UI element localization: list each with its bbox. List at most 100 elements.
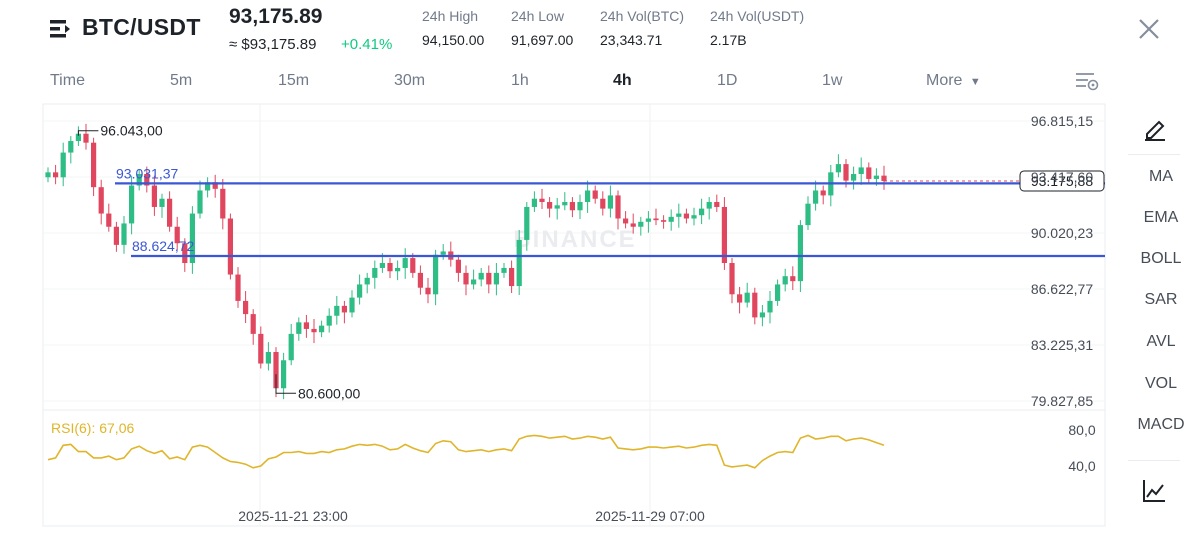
candle-body	[493, 272, 499, 285]
candle-body	[661, 220, 667, 222]
candle-body	[113, 226, 119, 245]
candle-body	[759, 312, 765, 318]
candle-body	[463, 272, 469, 285]
tab-time[interactable]: Time	[50, 72, 85, 89]
close-icon[interactable]	[1136, 16, 1162, 42]
candle-body	[638, 221, 644, 227]
candle-body	[554, 205, 560, 209]
candle-body	[182, 243, 188, 264]
candle-body	[265, 352, 271, 364]
candle-body	[843, 164, 849, 181]
candle-body	[486, 272, 492, 285]
candle-body	[357, 284, 363, 298]
candle-body	[547, 202, 553, 209]
candle-body	[136, 173, 142, 186]
candle-body	[729, 263, 735, 295]
candle-body	[319, 325, 325, 333]
candle-body	[235, 274, 241, 301]
candle-body	[531, 198, 537, 207]
candle-body	[334, 305, 340, 316]
candle-body	[752, 292, 758, 318]
low-marker-label: 80.600,00	[298, 385, 360, 401]
tab-15m[interactable]: 15m	[278, 72, 310, 89]
candle-body	[440, 251, 446, 255]
candle-body	[75, 133, 81, 142]
candle-body	[805, 203, 811, 226]
indicator-ema[interactable]: EMA	[1143, 209, 1179, 226]
tab-1h[interactable]: 1h	[511, 72, 529, 89]
candle-body	[699, 208, 705, 216]
tab-30m[interactable]: 30m	[394, 72, 426, 89]
price-axis-label: 93.417,60	[1031, 169, 1093, 185]
current-price-tag	[1019, 170, 1105, 192]
indicator-vol[interactable]: VOL	[1144, 375, 1177, 392]
candle-body	[881, 175, 887, 181]
indicator-boll[interactable]: BOLL	[1140, 250, 1182, 267]
candle-body	[835, 164, 841, 173]
indicator-ma[interactable]: MA	[1149, 168, 1173, 185]
candle-body	[790, 276, 796, 282]
price-axis: 96.815,15 93.417,60 90.020,23 86.622,77 83.2…	[238, 113, 1093, 524]
candle-body	[106, 213, 112, 227]
candle-body	[326, 315, 332, 326]
stat-value-high: 94,150.00	[422, 32, 485, 48]
pair-title[interactable]: BTC/USDT	[82, 14, 201, 40]
chart-type-icon[interactable]	[1141, 478, 1167, 504]
low-marker-line	[275, 374, 296, 394]
candle-body	[615, 195, 621, 219]
candle-body	[387, 263, 393, 272]
indicator-macd[interactable]: MACD	[1137, 416, 1185, 433]
more-dropdown[interactable]: More ▼	[926, 72, 981, 90]
draw-pencil-icon[interactable]	[1142, 115, 1168, 141]
stat-value-vol-usdt: 2.17B	[710, 32, 747, 48]
candle-body	[174, 226, 180, 244]
caret-down-icon: ▼	[969, 76, 981, 88]
candle-body	[562, 202, 568, 206]
candle-body	[691, 215, 697, 219]
rsi-label: RSI(6): 67,06	[51, 420, 134, 436]
stat-label-high: 24h High	[422, 8, 479, 24]
stat-label-vol-btc: 24h Vol(BTC)	[600, 8, 685, 24]
tab-1d[interactable]: 1D	[717, 72, 738, 89]
candle-body	[569, 202, 575, 211]
candle-body	[296, 322, 302, 334]
candle-body	[281, 360, 287, 389]
chart-frame	[42, 103, 1106, 527]
candle-body	[714, 202, 720, 207]
divider	[1128, 154, 1180, 155]
candle-body	[813, 190, 819, 204]
candle-body	[197, 190, 203, 214]
candle-body	[577, 202, 583, 211]
time-axis-label: 2025-11-29 07:00	[595, 508, 705, 524]
candle-body	[243, 300, 249, 315]
candle-body	[866, 167, 872, 179]
stat-value-low: 91,697.00	[511, 32, 574, 48]
candle-body	[273, 352, 279, 389]
current-price-label: 93.175,88	[1031, 173, 1093, 189]
candle-body	[653, 218, 659, 221]
candle-body	[433, 254, 439, 295]
candle-body	[91, 142, 97, 188]
tab-1w[interactable]: 1w	[822, 72, 843, 89]
candle-body	[212, 182, 218, 189]
rsi-line	[47, 434, 885, 469]
menu-icon[interactable]	[50, 18, 72, 40]
candle-body	[858, 167, 864, 174]
candle-body	[585, 190, 591, 203]
stat-value-vol-btc: 23,343.71	[600, 32, 663, 48]
indicator-avl[interactable]: AVL	[1146, 333, 1176, 350]
high-marker-line	[77, 130, 99, 136]
watermark: BINANCE	[513, 226, 636, 253]
candle-body	[721, 206, 727, 264]
candle-body	[205, 182, 211, 191]
tab-5m[interactable]: 5m	[170, 72, 193, 89]
candle-body	[258, 333, 264, 364]
tab-4h[interactable]: 4h	[613, 72, 632, 89]
chart-settings-icon[interactable]	[1074, 70, 1100, 94]
indicator-sar[interactable]: SAR	[1144, 291, 1178, 308]
candle-body	[607, 195, 613, 209]
candle-body	[98, 187, 104, 214]
last-price: 93,175.89	[229, 5, 323, 28]
candle-body	[83, 133, 89, 143]
